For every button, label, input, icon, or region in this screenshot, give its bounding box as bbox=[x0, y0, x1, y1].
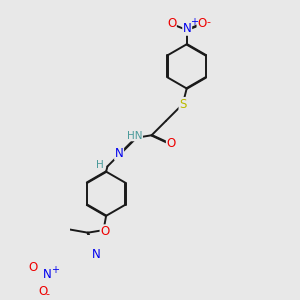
Text: N: N bbox=[115, 147, 124, 160]
Text: N: N bbox=[44, 268, 52, 281]
Text: N: N bbox=[92, 248, 100, 261]
Text: O: O bbox=[167, 136, 176, 149]
Text: +: + bbox=[52, 265, 59, 275]
Text: O: O bbox=[100, 225, 110, 238]
Text: -: - bbox=[207, 17, 211, 27]
Text: N: N bbox=[183, 22, 192, 35]
Text: O: O bbox=[28, 261, 37, 274]
Text: O: O bbox=[167, 17, 176, 30]
Text: O: O bbox=[38, 285, 47, 298]
Text: HN: HN bbox=[127, 131, 142, 141]
Text: S: S bbox=[179, 98, 187, 111]
Text: H: H bbox=[96, 160, 104, 170]
Text: O: O bbox=[197, 17, 206, 30]
Text: -: - bbox=[45, 290, 49, 299]
Text: +: + bbox=[190, 17, 198, 27]
